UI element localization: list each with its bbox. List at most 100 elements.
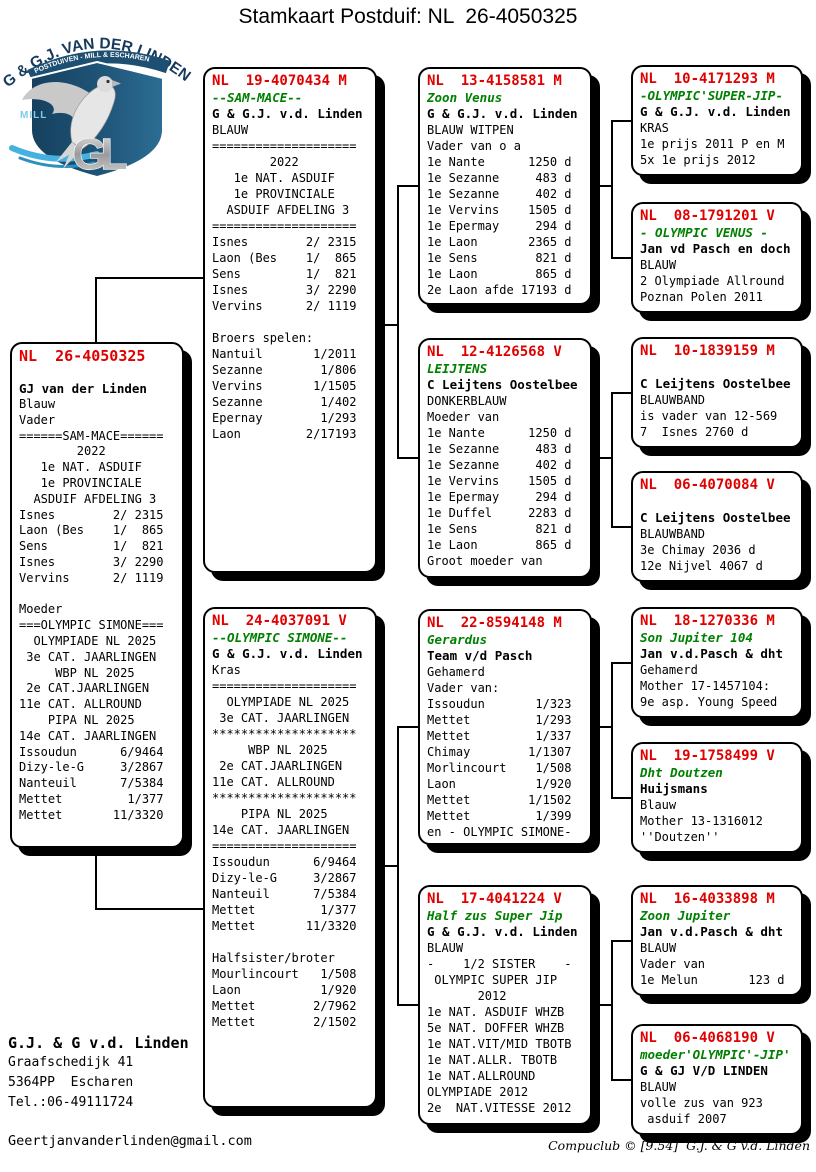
pigeon-nickname: Zoon Venus xyxy=(427,90,503,105)
pedigree-box-father: NL 19-4070434 M --SAM-MACE-- G & G.J. v.… xyxy=(203,67,377,573)
pigeon-details: Gehamerd Vader van: Issoudun 1/323 Mette… xyxy=(427,665,572,839)
pigeon-details: BLAUW ==================== 2022 1e NAT. … xyxy=(212,123,357,441)
page-title: Stamkaart Postduif: NL 26-4050325 xyxy=(238,5,578,28)
ring-number: NL 12-4126568 V xyxy=(427,344,562,360)
owner-name: Huijsmans xyxy=(640,781,708,796)
pedigree-line xyxy=(95,908,203,910)
pedigree-line xyxy=(95,848,97,910)
owner-name: C Leijtens Oostelbee xyxy=(640,510,791,525)
owner-name: G & G.J. v.d. Linden xyxy=(427,106,578,121)
email-address: Geertjanvanderlinden@gmail.com xyxy=(8,1133,252,1149)
owner-name: G & G.J. v.d. Linden xyxy=(640,104,791,119)
pedigree-line xyxy=(611,1079,631,1081)
pigeon-nickname: Dht Doutzen xyxy=(640,765,723,780)
pedigree-line xyxy=(611,662,613,799)
street-address: Graafschedijk 41 xyxy=(8,1055,134,1070)
pedigree-line xyxy=(95,278,97,342)
pigeon-nickname: Gerardus xyxy=(427,632,488,647)
owner-name: Jan v.d.Pasch & dht xyxy=(640,924,783,939)
ring-number: NL 08-1791201 V xyxy=(640,208,775,224)
pigeon-icon xyxy=(22,76,121,169)
pigeon-nickname: --SAM-MACE-- xyxy=(212,90,303,105)
ring-number: NL 10-1839159 M xyxy=(640,343,775,359)
pedigree-box-greatgrandparent-3: NL 10-1839159 M C Leijtens Oostelbee BLA… xyxy=(631,337,803,448)
ring-number: NL 10-4171293 M xyxy=(640,71,775,87)
ring-number: NL 13-4158581 M xyxy=(427,73,562,89)
city-address: 5364PP Escharen xyxy=(8,1075,134,1090)
pigeon-details: BLAUWBAND 3e Chimay 2036 d 12e Nijvel 40… xyxy=(640,527,763,573)
pigeon-nickname: --OLYMPIC SIMONE-- xyxy=(212,630,348,645)
pedigree-line xyxy=(611,526,631,528)
pedigree-box-greatgrandparent-7: NL 16-4033898 M Zoon Jupiter Jan v.d.Pas… xyxy=(631,885,803,996)
owner-name: C Leijtens Oostelbee xyxy=(427,377,578,392)
pedigree-box-greatgrandparent-2: NL 08-1791201 V - OLYMPIC VENUS - Jan vd… xyxy=(631,202,803,313)
pedigree-line xyxy=(611,797,631,799)
pedigree-box-grandmother-paternal: NL 12-4126568 V LEIJTENS C Leijtens Oost… xyxy=(418,338,592,578)
owner-name: Jan vd Pasch en doch xyxy=(640,241,791,256)
owner-name: G & GJ V/D LINDEN xyxy=(640,1063,768,1078)
pigeon-nickname xyxy=(19,365,175,381)
pedigree-line xyxy=(397,186,399,459)
pedigree-box-greatgrandparent-6: NL 19-1758499 V Dht Doutzen Huijsmans Bl… xyxy=(631,742,803,853)
phone-number: Tel.:06-49111724 xyxy=(8,1095,134,1110)
breeder-name: G.J. & G v.d. Linden xyxy=(8,1034,189,1052)
pedigree-line xyxy=(592,185,613,187)
ring-number: NL 16-4033898 M xyxy=(640,891,775,907)
pigeon-nickname: - OLYMPIC VENUS - xyxy=(640,225,768,240)
pedigree-line xyxy=(592,1004,613,1006)
pigeon-details: BLAUWBAND is vader van 12-569 7 Isnes 27… xyxy=(640,393,778,439)
pigeon-nickname xyxy=(640,360,794,376)
ring-number: NL 17-4041224 V xyxy=(427,891,562,907)
pedigree-box-grandmother-maternal: NL 17-4041224 V Half zus Super Jip G & G… xyxy=(418,885,592,1125)
owner-name: C Leijtens Oostelbee xyxy=(640,376,791,391)
pedigree-box-greatgrandparent-5: NL 18-1270336 M Son Jupiter 104 Jan v.d.… xyxy=(631,607,803,718)
pedigree-box-greatgrandparent-1: NL 10-4171293 M -OLYMPIC'SUPER-JIP- G & … xyxy=(631,65,803,176)
pigeon-nickname xyxy=(640,494,794,510)
swoosh-icon xyxy=(18,156,96,168)
pedigree-line xyxy=(592,726,613,728)
club-logo: G & G.J. VAN DER LINDEN POSTDUIVEN - MIL… xyxy=(2,35,192,176)
owner-name: G & G.J. v.d. Linden xyxy=(212,646,363,661)
owner-name: Jan v.d.Pasch & dht xyxy=(640,646,783,661)
pigeon-details: Kras ==================== OLYMPIADE NL 2… xyxy=(212,663,357,1029)
pigeon-nickname: Zoon Jupiter xyxy=(640,908,731,923)
pedigree-box-subject: NL 26-4050325 GJ van der Linden Blauw Va… xyxy=(10,342,184,848)
pedigree-line xyxy=(611,940,613,1081)
pigeon-details: Blauw Mother 13-1316012 ''Doutzen'' xyxy=(640,798,763,844)
pedigree-line xyxy=(592,457,613,459)
ring-number: NL 26-4050325 xyxy=(19,347,146,365)
owner-name: GJ van der Linden xyxy=(19,381,147,396)
pigeon-details: Blauw Vader ======SAM-MACE====== 2022 1e… xyxy=(19,397,164,822)
pedigree-line xyxy=(611,392,613,528)
pedigree-line xyxy=(611,392,631,394)
pigeon-nickname: LEIJTENS xyxy=(427,361,488,376)
pedigree-line xyxy=(611,120,631,122)
contact-block: G.J. & G v.d. Linden Graafschedijk 41 53… xyxy=(8,1033,189,1113)
pedigree-line xyxy=(611,257,631,259)
pedigree-line xyxy=(611,940,631,942)
pedigree-box-greatgrandparent-4: NL 06-4070084 V C Leijtens Oostelbee BLA… xyxy=(631,471,803,582)
owner-name: G & G.J. v.d. Linden xyxy=(427,924,578,939)
ring-number: NL 19-1758499 V xyxy=(640,748,775,764)
pedigree-line xyxy=(397,1004,418,1006)
ring-number: NL 06-4068190 V xyxy=(640,1030,775,1046)
pigeon-details: KRAS 1e prijs 2011 P en M 5x 1e prijs 20… xyxy=(640,121,785,167)
pedigree-line xyxy=(397,457,418,459)
pigeon-details: Gehamerd Mother 17-1457104: 9e asp. Youn… xyxy=(640,663,778,709)
pedigree-line xyxy=(377,865,399,867)
pigeon-nickname: Half zus Super Jip xyxy=(427,908,563,923)
ring-number: NL 19-4070434 M xyxy=(212,73,347,89)
pedigree-line xyxy=(611,120,613,259)
pigeon-details: BLAUW Vader van 1e Melun 123 d xyxy=(640,941,785,987)
pigeon-details: BLAUW - 1/2 SISTER - OLYMPIC SUPER JIP 2… xyxy=(427,941,572,1115)
pigeon-nickname: -OLYMPIC'SUPER-JIP- xyxy=(640,88,783,103)
pedigree-line xyxy=(611,662,631,664)
pigeon-details: DONKERBLAUW Moeder van 1e Nante 1250 d 1… xyxy=(427,394,572,568)
pedigree-line xyxy=(397,185,418,187)
pedigree-box-grandfather-maternal: NL 22-8594148 M Gerardus Team v/d Pasch … xyxy=(418,609,592,845)
pedigree-line xyxy=(397,727,399,1006)
pedigree-line xyxy=(377,324,399,326)
pigeon-details: BLAUW 2 Olympiade Allround Poznan Polen … xyxy=(640,258,785,304)
pigeon-nickname: Son Jupiter 104 xyxy=(640,630,753,645)
